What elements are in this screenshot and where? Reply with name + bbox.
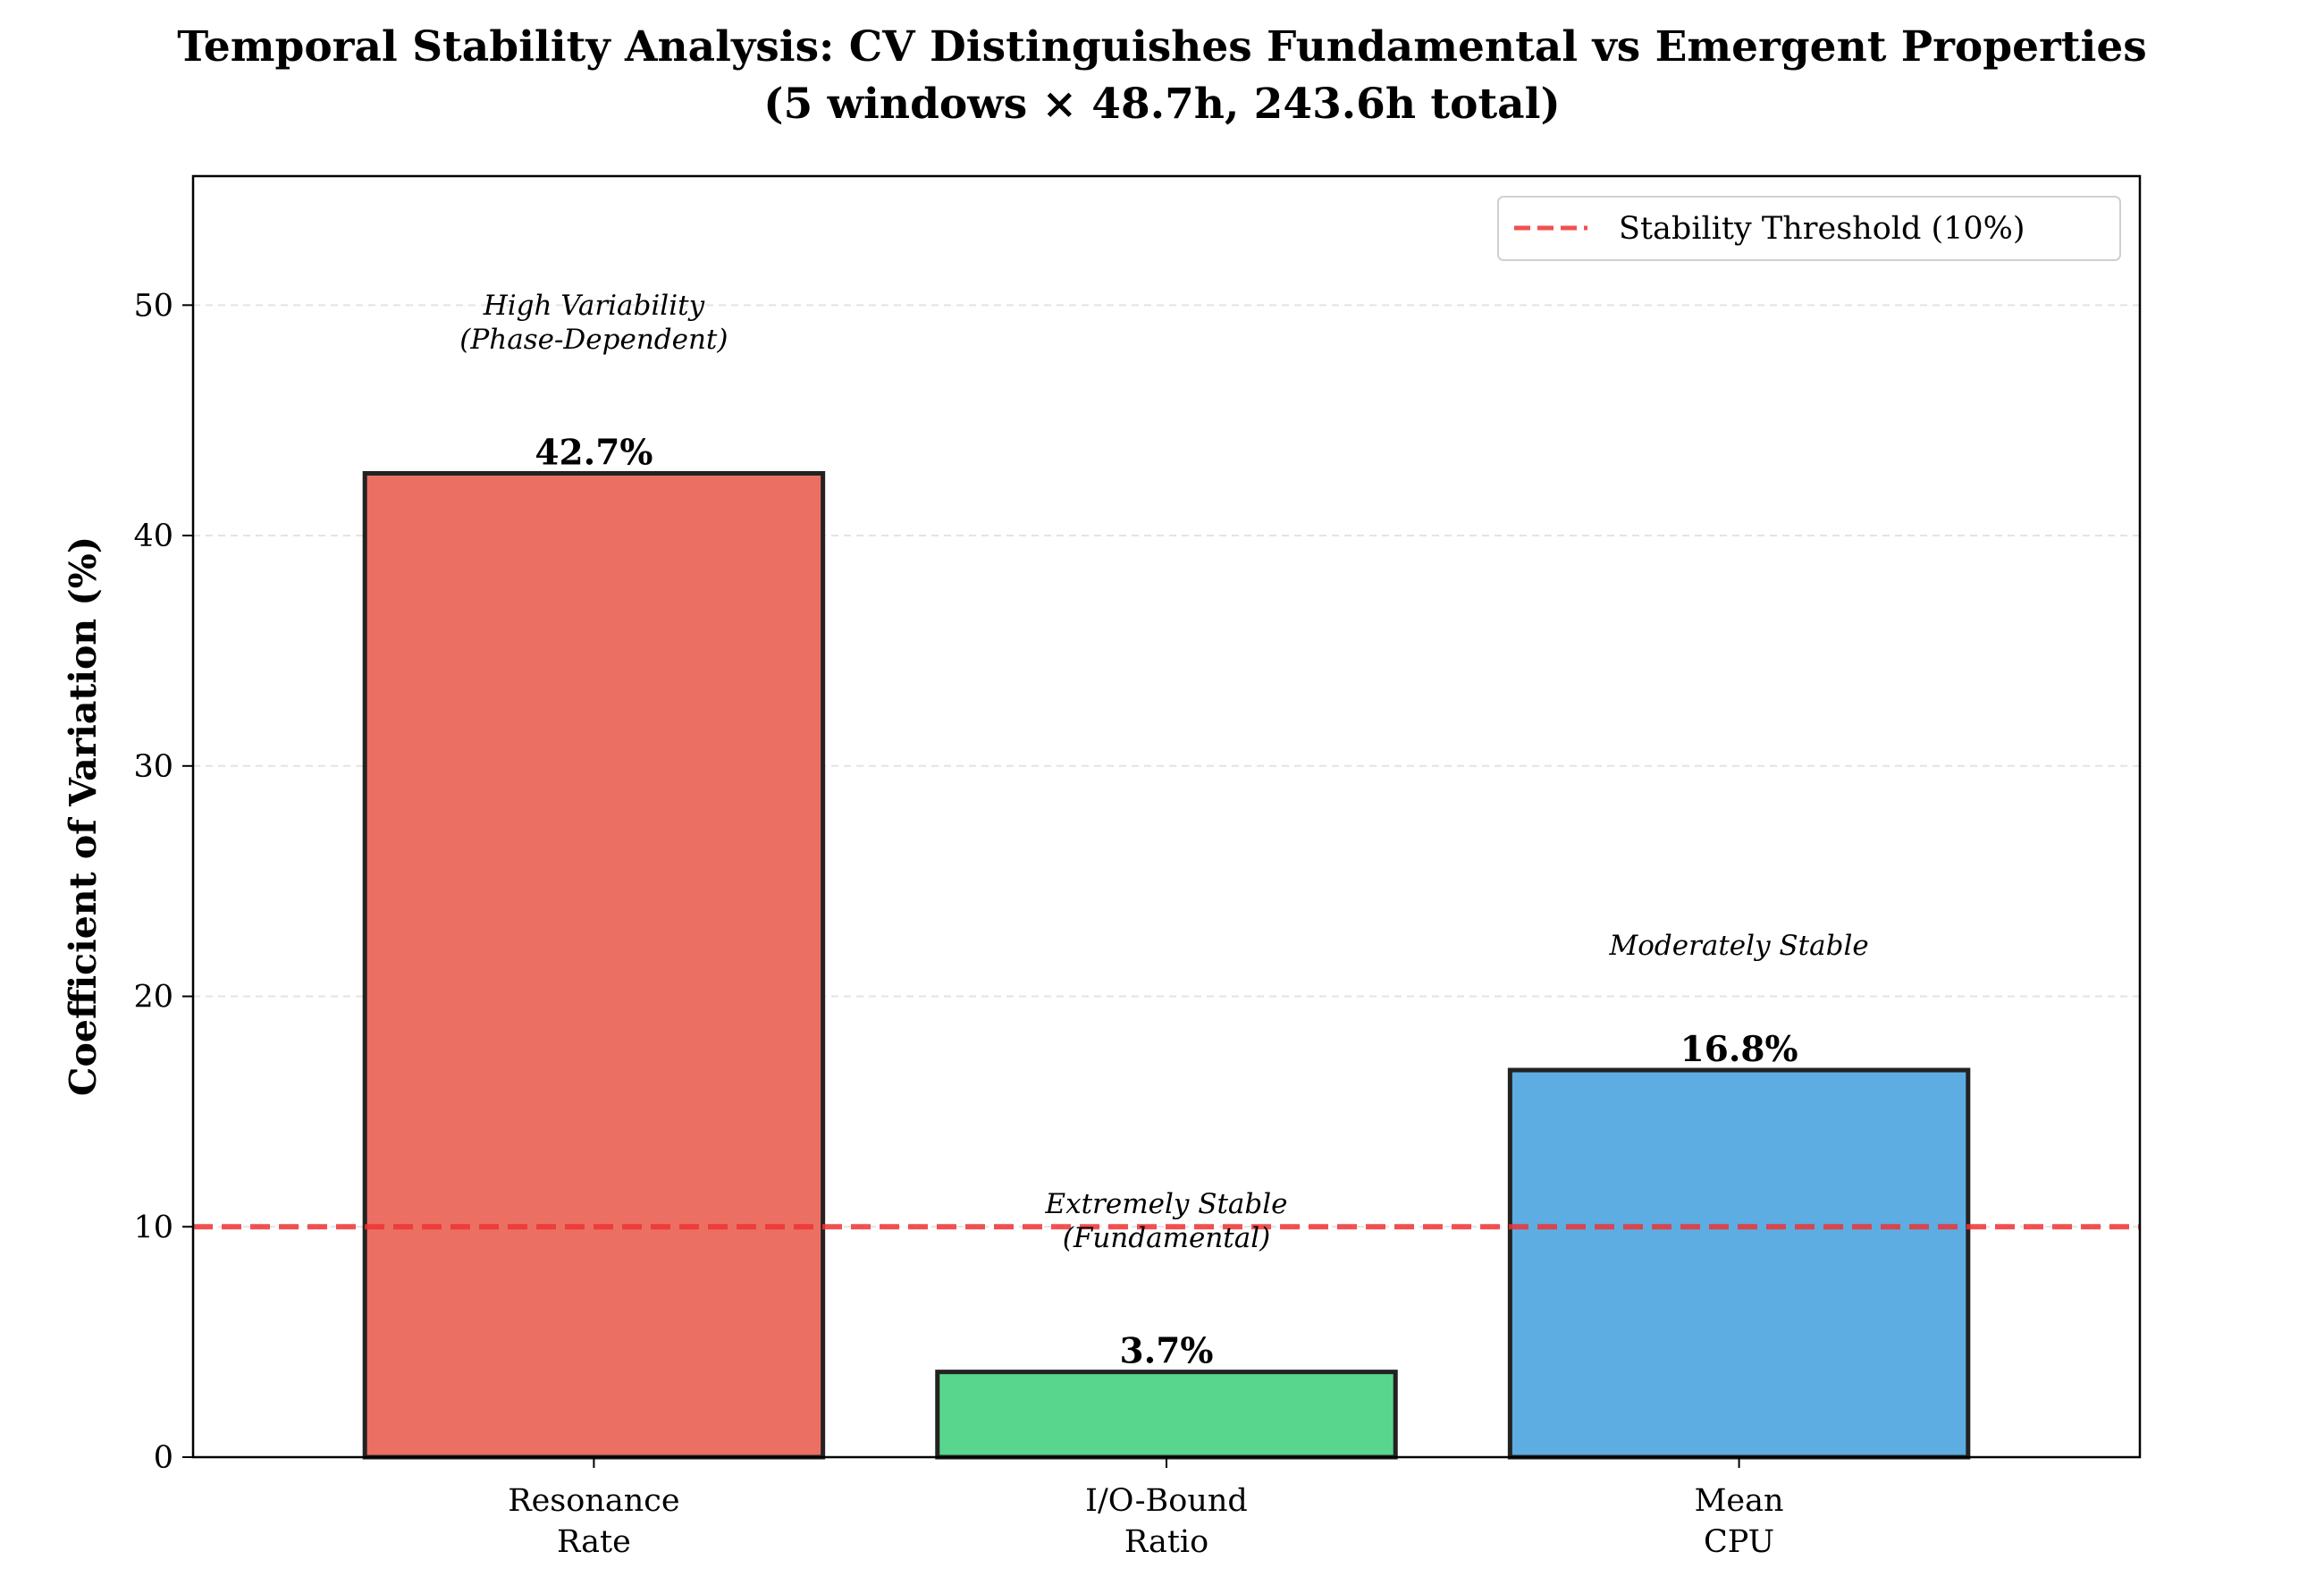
annotation-text: (Phase-Dependent) — [459, 324, 728, 356]
bar-value-label: 16.8% — [1680, 1029, 1798, 1070]
y-tick-label: 20 — [133, 980, 173, 1016]
y-tick-label: 10 — [133, 1210, 173, 1245]
x-tick-label: Resonance — [508, 1483, 679, 1519]
chart-title: Temporal Stability Analysis: CV Distingu… — [177, 22, 2146, 72]
bar-value-label: 3.7% — [1120, 1331, 1214, 1372]
legend-threshold-label: Stability Threshold (10%) — [1619, 211, 2025, 247]
annotation-text: High Variability — [483, 290, 705, 322]
x-tick-label: I/O-Bound — [1085, 1483, 1248, 1519]
legend: Stability Threshold (10%) — [1497, 196, 2121, 261]
bars — [362, 470, 1971, 1460]
x-tick-label: Ratio — [1124, 1524, 1208, 1560]
annotation-text: Extremely Stable — [1044, 1188, 1287, 1220]
annotation-text: (Fundamental) — [1063, 1222, 1271, 1254]
annotation-text: Moderately Stable — [1608, 930, 1868, 962]
x-tick-label: Mean — [1695, 1483, 1784, 1519]
y-tick-label: 40 — [133, 518, 173, 554]
chart-subtitle: (5 windows × 48.7h, 243.6h total) — [763, 80, 1560, 129]
bar-value-label: 42.7% — [535, 432, 653, 473]
labels: 42.7% 3.7% 16.8% High Variability(Phase-Dep… — [459, 290, 1868, 1372]
bar-1 — [935, 1370, 1398, 1460]
y-axis-label: Coefficient of Variation (%) — [62, 536, 105, 1096]
y-axis-ticks: 0 10 20 30 40 50 — [133, 288, 193, 1476]
bar-2 — [1507, 1067, 1971, 1460]
y-tick-label: 50 — [133, 288, 173, 324]
x-tick-label: Rate — [557, 1524, 631, 1560]
y-tick-label: 30 — [133, 749, 173, 785]
y-tick-label: 0 — [154, 1440, 173, 1476]
legend-box — [1497, 196, 2121, 261]
x-axis-ticks: Resonance Rate I/O-Bound Ratio Mean CPU — [508, 1457, 1784, 1560]
bar-0 — [362, 470, 826, 1460]
x-tick-label: CPU — [1704, 1524, 1774, 1560]
